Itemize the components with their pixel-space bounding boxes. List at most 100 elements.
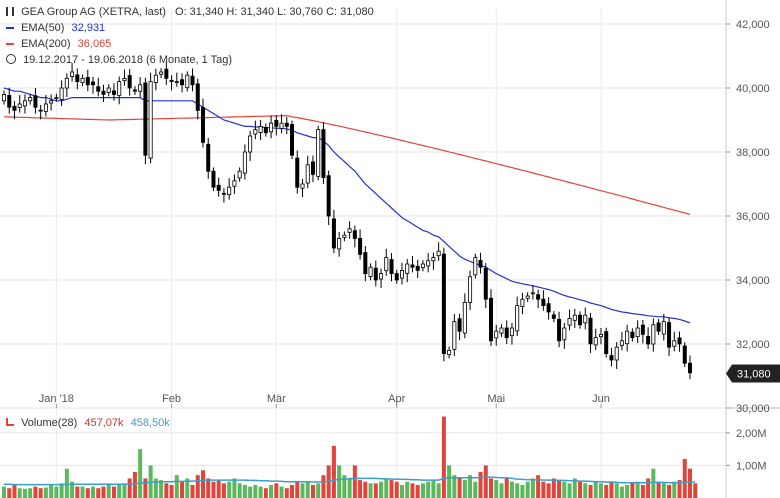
candle-body — [468, 276, 473, 303]
volume-bar — [221, 483, 226, 498]
volume-bar — [619, 486, 624, 498]
candle-body — [85, 77, 90, 86]
candle-body — [300, 183, 305, 189]
volume-bar — [640, 484, 645, 498]
candle-body — [661, 321, 666, 335]
candle-body — [441, 253, 446, 354]
volume-bar — [347, 478, 352, 498]
volume-bar — [593, 481, 598, 498]
candle-body — [59, 87, 64, 100]
volume-bar — [578, 481, 583, 498]
volume-bar — [583, 483, 588, 498]
volume-bar — [614, 483, 619, 498]
volume-bar — [546, 483, 551, 498]
candle-body — [677, 337, 682, 345]
volume-bar — [263, 488, 268, 498]
ema200-line — [3, 114, 691, 215]
time-tick-label: Jan '18 — [39, 393, 74, 405]
time-tick-label: Apr — [388, 393, 405, 405]
volume-bar — [473, 481, 478, 498]
candle-body — [588, 317, 593, 345]
candle-body — [504, 327, 509, 338]
volume-bar — [499, 483, 504, 498]
volume-bar — [515, 483, 520, 498]
candle-body — [263, 126, 268, 134]
candle-body — [352, 230, 357, 239]
volume-bar — [232, 478, 237, 498]
volume-bar — [38, 488, 43, 498]
candle-body — [117, 81, 122, 96]
volume-bar — [677, 480, 682, 498]
volume-bar — [630, 483, 635, 498]
volume-bar — [33, 486, 38, 498]
volume-bar — [399, 484, 404, 498]
volume-bar — [452, 475, 457, 498]
candle-body — [269, 122, 274, 133]
volume-bar — [111, 486, 116, 498]
volume-bar — [572, 478, 577, 498]
volume-bar — [352, 465, 357, 498]
legend-ema200[interactable]: EMA(200) 36,065 — [6, 38, 111, 51]
candle-body — [284, 122, 289, 127]
candle-body — [557, 318, 562, 342]
candle-body — [667, 322, 672, 348]
candle-body — [17, 103, 22, 108]
volume-bar — [426, 481, 431, 498]
candle-body — [38, 109, 43, 112]
volume-bar — [688, 468, 692, 498]
candle-body — [499, 327, 504, 334]
volume-bar — [394, 481, 399, 498]
last-price-marker: 31,080 — [726, 364, 780, 383]
candle-body — [614, 346, 619, 361]
time-tick-label: Jun — [592, 393, 610, 405]
volume-bar — [59, 483, 64, 498]
candle-body — [91, 81, 96, 86]
candle-body — [389, 259, 394, 274]
candle-body — [49, 100, 54, 104]
candle-body — [253, 129, 258, 135]
volume-bar — [22, 488, 27, 498]
volume-bar — [420, 483, 425, 498]
ohlc-readout: O: 31,340 H: 31,340 L: 30,760 C: 31,080 — [175, 6, 374, 18]
clock-icon — [6, 54, 16, 64]
candle-body — [436, 250, 441, 257]
volume-bar — [441, 416, 446, 498]
candle-body — [583, 314, 588, 324]
volume-bar — [80, 486, 85, 498]
candle-body — [2, 94, 7, 102]
price-tick-label: 30,000 — [736, 403, 770, 415]
volume-bar — [143, 478, 148, 498]
volume-bar — [185, 478, 190, 498]
volume-bar — [541, 481, 546, 498]
volume-bar — [536, 475, 541, 498]
price-tick-label: 34,000 — [736, 275, 770, 287]
volume-y-axis: 1,00M 2,00M — [726, 428, 767, 472]
candle-body — [237, 170, 242, 179]
volume-bar — [609, 481, 614, 498]
candle-body — [672, 340, 677, 347]
volume-bar — [625, 484, 630, 498]
volume-bar — [279, 486, 284, 498]
candle-body — [295, 157, 300, 188]
volume-bar — [75, 486, 80, 498]
price-tick-label: 40,000 — [736, 83, 770, 95]
candle-body — [138, 84, 143, 92]
volume-bar — [101, 486, 106, 498]
candle-body — [473, 257, 478, 276]
ema200-label: EMA(200) — [21, 38, 71, 50]
candle-body — [164, 68, 169, 79]
time-tick-label: Mai — [487, 393, 505, 405]
legend-volume[interactable]: Volume(28) 457,07k 458,50k — [6, 417, 170, 430]
volume-bar — [331, 445, 336, 498]
candle-body — [358, 237, 363, 255]
volume-bar — [494, 480, 499, 498]
volume-bar — [253, 484, 258, 498]
candle-body — [593, 337, 598, 346]
legend-ema50[interactable]: EMA(50) 32,931 — [6, 22, 105, 35]
candle-body — [462, 301, 467, 334]
volume-bar — [557, 480, 562, 498]
volume-bar — [321, 475, 326, 498]
candle-body — [447, 349, 452, 355]
candle-body — [598, 333, 603, 338]
